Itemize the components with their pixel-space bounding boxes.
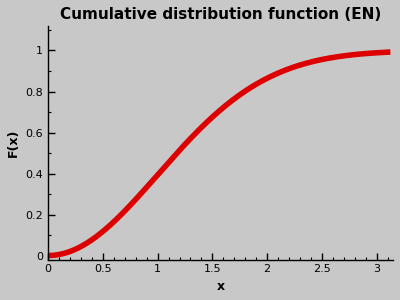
X-axis label: x: x — [216, 280, 225, 293]
Title: Cumulative distribution function (EN): Cumulative distribution function (EN) — [60, 7, 381, 22]
Y-axis label: F(x): F(x) — [7, 129, 20, 157]
